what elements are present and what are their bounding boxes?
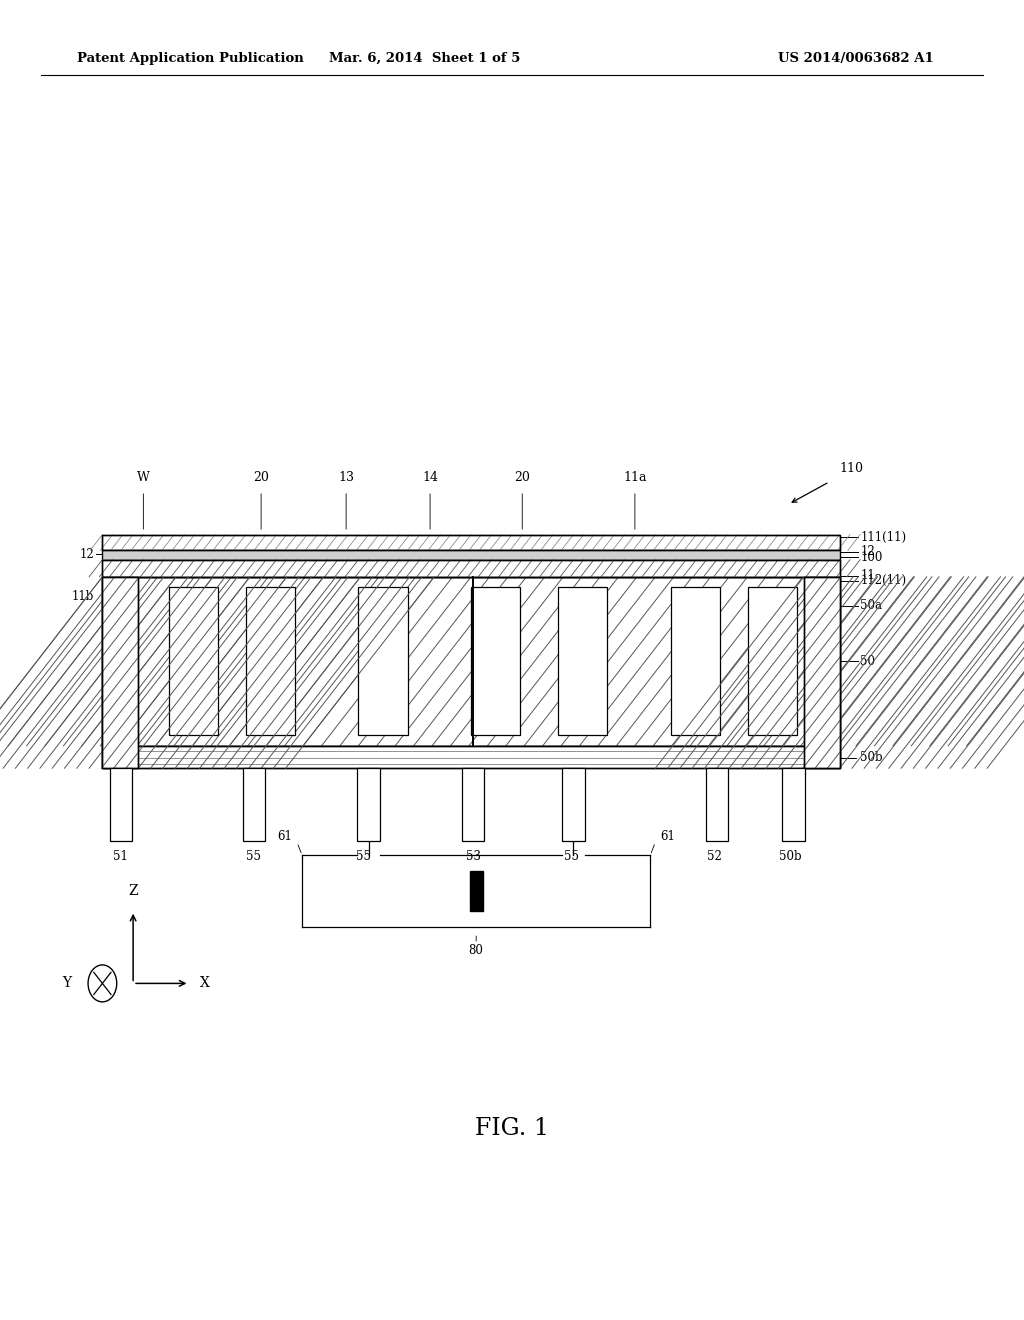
Bar <box>471 587 520 735</box>
Bar <box>243 768 265 841</box>
Text: 50b: 50b <box>779 850 802 863</box>
Text: 111(11): 111(11) <box>860 531 906 544</box>
Text: Mar. 6, 2014  Sheet 1 of 5: Mar. 6, 2014 Sheet 1 of 5 <box>330 51 520 65</box>
Bar <box>102 550 840 560</box>
Text: 55: 55 <box>356 850 371 863</box>
Text: 61: 61 <box>276 830 292 843</box>
Text: 13: 13 <box>338 471 354 484</box>
Text: 50a: 50a <box>860 599 882 612</box>
Text: 50: 50 <box>860 655 876 668</box>
Bar <box>358 587 408 735</box>
Bar <box>748 587 797 735</box>
Bar <box>102 577 138 768</box>
Text: 52: 52 <box>708 850 722 863</box>
Bar <box>671 587 720 735</box>
Bar <box>462 768 484 841</box>
Bar <box>102 560 840 577</box>
Bar <box>102 535 840 550</box>
Text: 112(11): 112(11) <box>860 574 906 587</box>
Text: 53: 53 <box>466 850 480 863</box>
Text: 14: 14 <box>422 471 438 484</box>
Bar <box>357 768 380 841</box>
Bar <box>102 746 840 768</box>
Text: 12: 12 <box>80 548 94 561</box>
Bar <box>102 535 840 550</box>
Text: Y: Y <box>62 977 72 990</box>
Text: 20: 20 <box>514 471 530 484</box>
Bar <box>562 768 585 841</box>
Bar <box>110 768 132 841</box>
Text: 12: 12 <box>860 545 874 558</box>
Text: 11b: 11b <box>72 590 94 603</box>
Bar <box>469 871 483 911</box>
Bar <box>804 577 840 768</box>
Bar <box>102 577 840 746</box>
Text: 100: 100 <box>860 550 883 564</box>
Text: 20: 20 <box>253 471 269 484</box>
Bar <box>102 577 138 768</box>
Text: 51: 51 <box>114 850 128 863</box>
Bar <box>804 577 840 768</box>
Bar <box>102 746 840 768</box>
Text: 11a: 11a <box>624 471 646 484</box>
Text: 80: 80 <box>469 944 483 957</box>
Bar <box>782 768 805 841</box>
Text: Z: Z <box>128 883 138 898</box>
Text: US 2014/0063682 A1: US 2014/0063682 A1 <box>778 51 934 65</box>
Text: 61: 61 <box>660 830 676 843</box>
Text: X: X <box>200 977 210 990</box>
Text: W: W <box>137 471 150 484</box>
Text: 11: 11 <box>860 569 874 582</box>
Text: Patent Application Publication: Patent Application Publication <box>77 51 303 65</box>
Text: FIG. 1: FIG. 1 <box>475 1117 549 1140</box>
Text: 110: 110 <box>840 462 863 475</box>
Text: 55: 55 <box>247 850 261 863</box>
Bar <box>102 577 840 746</box>
Bar <box>706 768 728 841</box>
Text: 55: 55 <box>564 850 579 863</box>
Bar <box>102 560 840 577</box>
Bar <box>246 587 295 735</box>
Text: 50b: 50b <box>860 751 883 764</box>
Bar <box>169 587 218 735</box>
Bar <box>558 587 607 735</box>
